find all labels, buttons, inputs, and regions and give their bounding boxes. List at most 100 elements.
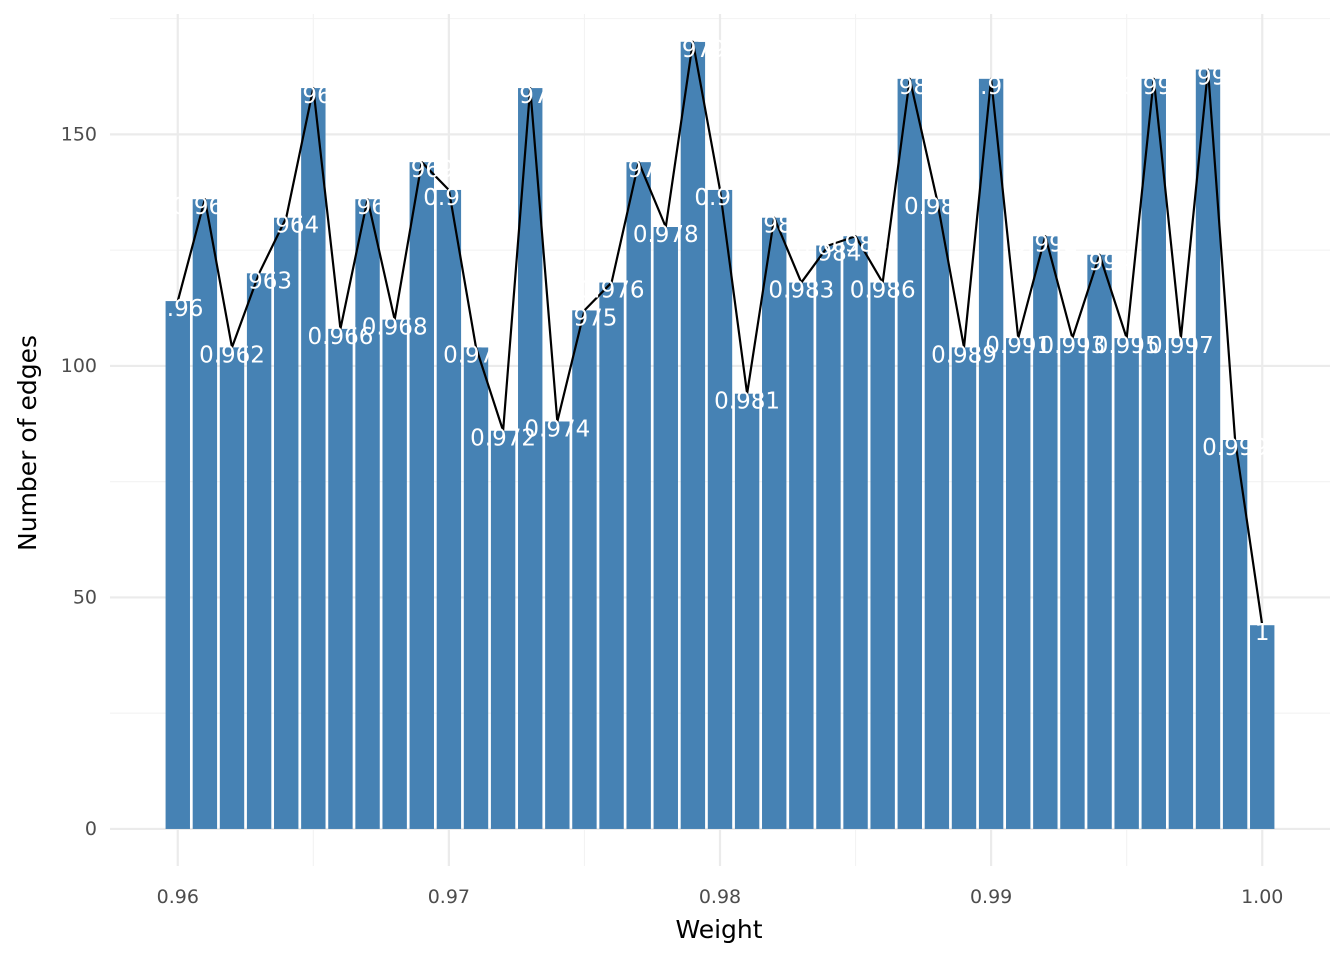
- bar-value-label: 0.976: [579, 278, 645, 304]
- bar: [1087, 254, 1112, 829]
- bar-value-label: 0.967: [335, 194, 401, 220]
- bar: [762, 217, 787, 829]
- bar-value-label: 0.992: [1012, 231, 1078, 257]
- bar-value-label: 0.995: [1094, 333, 1160, 359]
- bar: [382, 319, 407, 829]
- bar-value-label: 0.987: [877, 74, 943, 100]
- bar: [328, 328, 353, 829]
- bar-value-label: 0.97: [423, 185, 474, 211]
- bar-value-label: 0.983: [768, 278, 834, 304]
- bar: [1060, 338, 1085, 829]
- bar-value-label: 0.996: [1121, 74, 1187, 100]
- x-tick-label: 0.97: [428, 886, 470, 908]
- bar-labels: 0.96 0.961 0.962 0.963 0.964 0.965 0.966 0.967 0…: [152, 37, 1269, 646]
- bar: [924, 199, 950, 829]
- bar-value-label: 0.988: [904, 194, 970, 220]
- bar-value-label: 0.986: [850, 278, 916, 304]
- bar: [734, 393, 760, 829]
- bar-value-label: 0.974: [524, 416, 590, 442]
- bar: [1250, 625, 1275, 829]
- bar-value-label: 0.972: [470, 426, 536, 452]
- bar: [246, 273, 272, 829]
- bar-value-label: 0.985: [823, 231, 889, 257]
- bar-value-label: 0.966: [308, 324, 374, 350]
- bar-value-label: 0.962: [199, 342, 265, 368]
- bar: [192, 199, 218, 829]
- y-tick-label: 100: [61, 355, 97, 377]
- bar-value-label: 0.99: [966, 74, 1017, 100]
- bar-value-label: 0.978: [633, 222, 699, 248]
- bar-value-label: 0.973: [497, 83, 563, 109]
- bar-value-label: 0.998: [1175, 65, 1241, 91]
- bar-value-label: 0.984: [796, 241, 862, 267]
- y-tick-label: 150: [61, 123, 97, 145]
- bar-value-label: 0.96: [152, 296, 203, 322]
- y-axis-title: Number of edges: [13, 335, 42, 551]
- bar-value-label: 0.975: [552, 305, 618, 331]
- bar: [1033, 236, 1058, 829]
- bar-value-label: 0.964: [253, 213, 319, 239]
- bar: [978, 78, 1004, 829]
- bar-value-label: 0.965: [280, 83, 346, 109]
- bar: [355, 199, 380, 829]
- bar: [653, 227, 678, 829]
- bar: [870, 282, 895, 829]
- bar: [301, 88, 326, 829]
- bar: [518, 88, 543, 829]
- bar: [599, 282, 624, 829]
- bar-value-label: 0.981: [714, 389, 780, 415]
- tick-labels: 0.96 0.97 0.98 0.99 1.00 0 50 100 150: [61, 123, 1284, 908]
- y-tick-label: 0: [85, 818, 97, 840]
- bar-value-label: 0.994: [1067, 250, 1133, 276]
- x-axis-title: Weight: [675, 915, 762, 944]
- bar: [1168, 338, 1194, 829]
- bar: [409, 162, 434, 829]
- bar: [572, 310, 597, 829]
- bar: [680, 41, 706, 829]
- bar: [626, 162, 651, 829]
- bar: [436, 189, 462, 829]
- x-tick-label: 0.99: [970, 886, 1012, 908]
- line-series: [176, 40, 1264, 626]
- bar-value-label: 0.971: [443, 342, 509, 368]
- bar-value-label: 0.98: [694, 185, 745, 211]
- bar: [1114, 338, 1139, 829]
- bar: [165, 301, 190, 829]
- bar-value-label: 0.991: [985, 333, 1051, 359]
- bar: [951, 347, 977, 829]
- bar-value-label: 0.982: [741, 213, 807, 239]
- bar: [789, 282, 814, 829]
- x-tick-label: 1.00: [1241, 886, 1283, 908]
- bar-value-label: 0.989: [931, 342, 997, 368]
- bar: [816, 245, 841, 829]
- bar: [1195, 69, 1221, 829]
- bar-value-label: 0.969: [389, 157, 455, 183]
- bar-value-label: 0.963: [226, 268, 292, 294]
- x-tick-label: 0.96: [157, 886, 199, 908]
- line-series-path: [176, 40, 1264, 626]
- bar: [219, 347, 245, 829]
- x-tick-label: 0.98: [699, 886, 741, 908]
- bar: [1006, 338, 1031, 829]
- y-tick-label: 50: [73, 586, 97, 608]
- bar: [897, 78, 922, 829]
- bar-value-label: 0.999: [1202, 435, 1268, 461]
- bar-value-label: 0.977: [606, 157, 672, 183]
- bar-value-label: 0.961: [172, 194, 238, 220]
- bar-value-label: 0.968: [362, 315, 428, 341]
- bar: [1222, 440, 1248, 829]
- bar: [463, 347, 489, 829]
- bar-value-label: 0.979: [660, 37, 726, 63]
- bar: [545, 421, 570, 829]
- bar: [274, 217, 299, 829]
- bar-value-label: 0.997: [1148, 333, 1214, 359]
- bar-value-label: 0.993: [1040, 333, 1106, 359]
- bar: [490, 430, 516, 829]
- bars: [165, 41, 1275, 829]
- bar-value-label: 1: [1255, 620, 1270, 646]
- bar: [1141, 78, 1166, 829]
- bar: [707, 189, 733, 829]
- bar: [843, 236, 868, 829]
